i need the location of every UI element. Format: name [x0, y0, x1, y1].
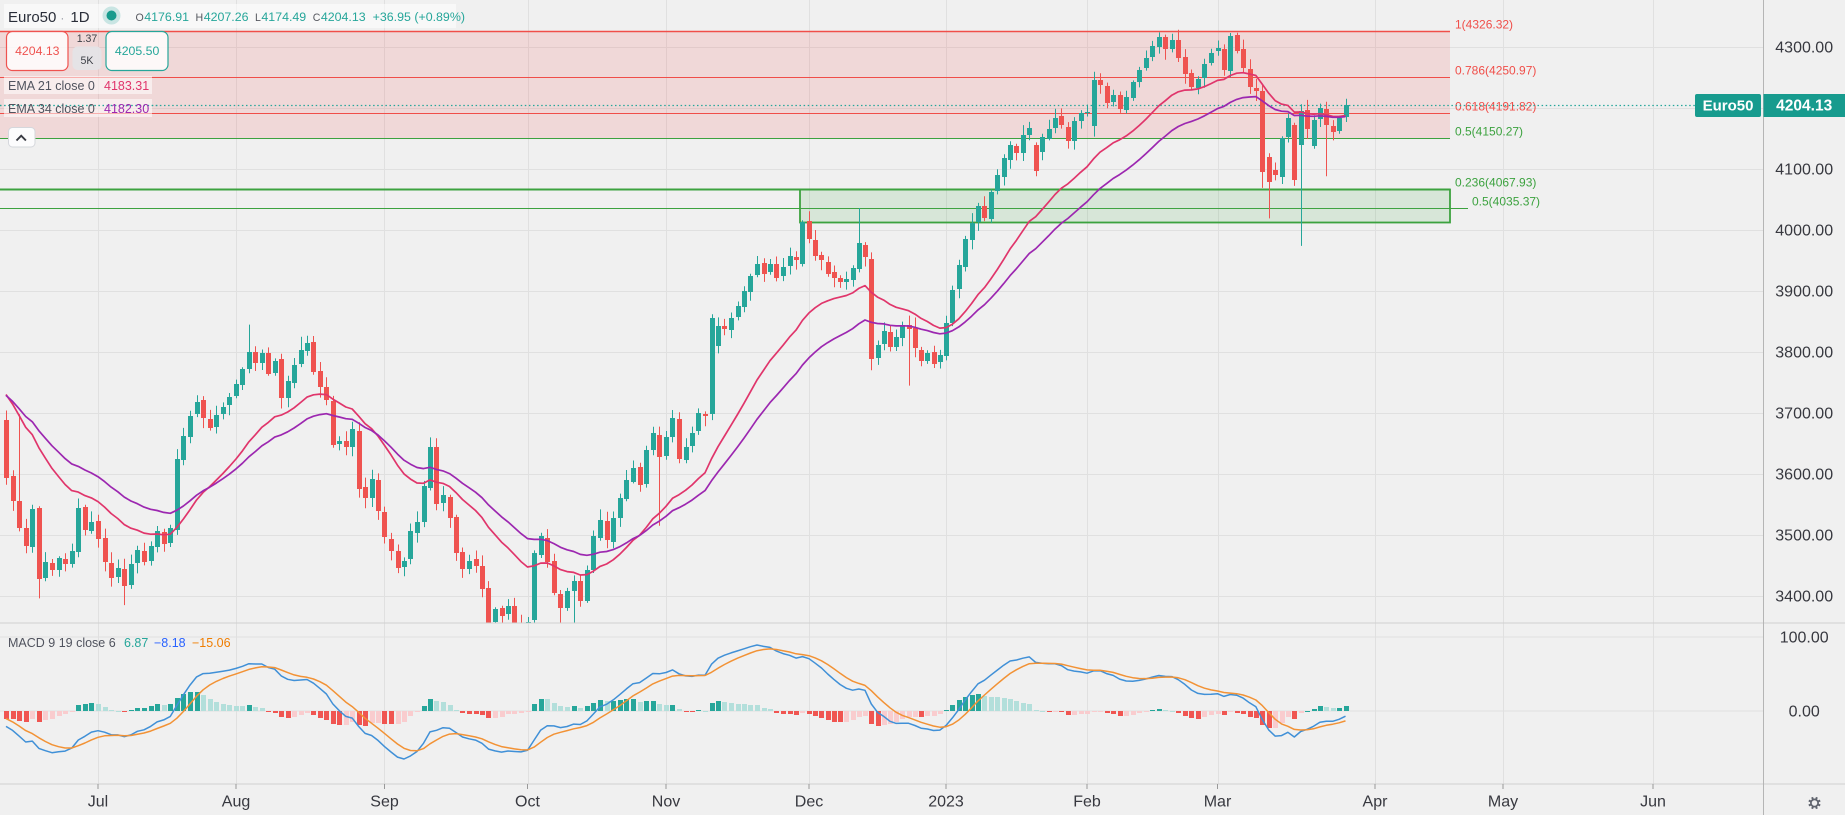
svg-text:Oct: Oct [515, 794, 540, 811]
svg-text:−8.18: −8.18 [154, 636, 186, 650]
svg-text:100.00: 100.00 [1780, 630, 1829, 647]
svg-text:Euro50: Euro50 [1703, 98, 1754, 115]
svg-text:4204.13: 4204.13 [1776, 98, 1832, 115]
svg-text:0.618(4191.82): 0.618(4191.82) [1455, 100, 1536, 114]
svg-text:0.5(4150.27): 0.5(4150.27) [1455, 125, 1523, 139]
svg-text:Feb: Feb [1073, 794, 1101, 811]
svg-text:2023: 2023 [928, 794, 964, 811]
svg-text:EMA 21 close 0: EMA 21 close 0 [8, 79, 95, 93]
svg-text:6.87: 6.87 [124, 636, 148, 650]
svg-text:4000.00: 4000.00 [1775, 223, 1833, 240]
svg-text:−15.06: −15.06 [192, 636, 231, 650]
svg-text:3400.00: 3400.00 [1775, 589, 1833, 606]
svg-text:4300.00: 4300.00 [1775, 40, 1833, 57]
svg-text:3900.00: 3900.00 [1775, 284, 1833, 301]
svg-text:Sep: Sep [370, 794, 399, 811]
svg-text:4182.30: 4182.30 [104, 102, 149, 116]
svg-text:MACD 9 19 close 6: MACD 9 19 close 6 [8, 636, 116, 650]
svg-text:May: May [1488, 794, 1518, 811]
svg-text:Euro50·1D: Euro50 · 1D [8, 9, 90, 26]
svg-text:Nov: Nov [652, 794, 680, 811]
svg-text:1(4326.32): 1(4326.32) [1455, 18, 1513, 32]
svg-text:0.236(4067.93): 0.236(4067.93) [1455, 176, 1536, 190]
svg-text:4100.00: 4100.00 [1775, 162, 1833, 179]
svg-text:Jun: Jun [1640, 794, 1666, 811]
svg-text:Mar: Mar [1204, 794, 1232, 811]
svg-text:3600.00: 3600.00 [1775, 467, 1833, 484]
svg-text:4204.13: 4204.13 [15, 44, 60, 58]
svg-text:4183.31: 4183.31 [104, 79, 149, 93]
svg-text:Aug: Aug [222, 794, 250, 811]
svg-text:5K: 5K [81, 55, 94, 67]
svg-text:4205.50: 4205.50 [115, 44, 160, 58]
svg-text:Dec: Dec [795, 794, 823, 811]
svg-text:Apr: Apr [1363, 794, 1389, 811]
svg-text:3700.00: 3700.00 [1775, 406, 1833, 423]
svg-text:3800.00: 3800.00 [1775, 345, 1833, 362]
svg-text:Jul: Jul [88, 794, 108, 811]
svg-text:EMA 34 close 0: EMA 34 close 0 [8, 102, 95, 116]
svg-text:0.5(4035.37): 0.5(4035.37) [1472, 195, 1540, 209]
svg-text:3500.00: 3500.00 [1775, 528, 1833, 545]
svg-text:0.00: 0.00 [1789, 704, 1820, 721]
svg-text:1.37: 1.37 [77, 33, 98, 45]
svg-text:0.786(4250.97): 0.786(4250.97) [1455, 64, 1536, 78]
